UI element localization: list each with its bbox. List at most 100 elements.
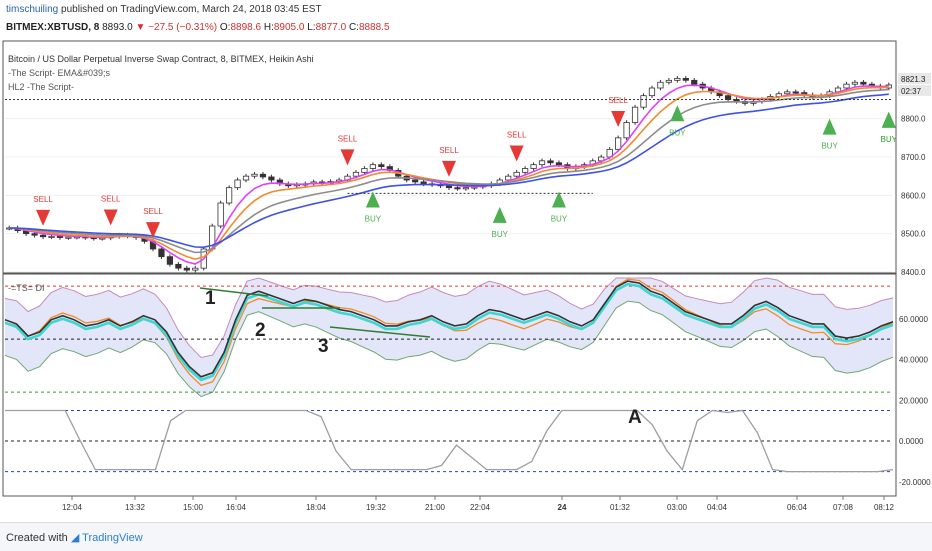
- divergence-line: [329, 326, 431, 338]
- time-tick-label: 07:08: [833, 503, 854, 512]
- candle-body: [242, 175, 250, 181]
- study-ema-label[interactable]: -The Script- EMA&#039;s: [8, 68, 111, 78]
- candle-body: [555, 162, 563, 166]
- annotation-label: 3: [318, 336, 329, 357]
- low-label: L:: [307, 22, 316, 33]
- time-tick-label: 06:04: [787, 503, 808, 512]
- time-tick-label: 13:32: [125, 503, 146, 512]
- buy-arrow-icon: [822, 118, 837, 135]
- candle-body: [631, 106, 639, 123]
- time-tick-label: 12:04: [62, 503, 83, 512]
- candle-body: [378, 164, 385, 167]
- buy-arrow-icon: [365, 191, 380, 208]
- time-tick-label: 04:04: [707, 503, 728, 512]
- osc-tick-label: -20.0000: [899, 478, 931, 487]
- time-tick-label: 22:04: [470, 503, 491, 512]
- last-price: 8893.0: [102, 22, 133, 33]
- candle-body: [598, 156, 605, 162]
- change-value: −27.5 (−0.31%): [148, 22, 218, 33]
- header-bar: timschuiling published on TradingView.co…: [0, 0, 932, 40]
- time-tick-label: 08:12: [874, 503, 895, 512]
- candle-body: [39, 234, 47, 238]
- buy-arrow-icon: [670, 105, 685, 122]
- candle-body: [522, 168, 529, 173]
- time-tick-label: 16:04: [226, 503, 247, 512]
- osc-tick-label: 0.0000: [899, 437, 924, 446]
- osc-band-fill: [5, 278, 893, 397]
- tradingview-brand[interactable]: TradingView: [82, 532, 143, 544]
- high-label: H:: [263, 22, 274, 33]
- low-value: 8877.0: [315, 22, 347, 33]
- price-tick-label: 8400.0: [901, 268, 926, 277]
- buy-label: BUY: [551, 215, 568, 224]
- open-label: O:: [219, 22, 231, 33]
- time-tick-label: 19:32: [366, 503, 387, 512]
- sell-label: SELL: [101, 195, 121, 204]
- author-link[interactable]: timschuiling: [6, 4, 59, 15]
- high-value: 8905.0: [273, 22, 305, 33]
- candle-body: [268, 176, 275, 181]
- candle-body: [48, 235, 55, 238]
- publish-line: timschuiling published on TradingView.co…: [6, 4, 322, 15]
- sell-arrow-icon: [340, 149, 355, 166]
- buy-label: BUY: [821, 142, 838, 151]
- buy-label: BUY: [881, 135, 898, 144]
- sell-arrow-icon: [36, 209, 51, 226]
- time-tick-label: 24: [558, 503, 567, 512]
- candle-body: [56, 235, 64, 238]
- candle-body: [259, 173, 267, 178]
- candle-body: [251, 173, 258, 177]
- osc-upper-band: [4, 277, 894, 359]
- tradingview-logo-icon: ◢: [70, 532, 80, 544]
- sell-label: SELL: [439, 146, 459, 155]
- candle-body: [192, 267, 199, 271]
- time-tick-label: 01:32: [610, 503, 631, 512]
- candle-body: [226, 187, 233, 204]
- sell-label: SELL: [507, 131, 527, 140]
- chart-canvas[interactable]: SELL SELL SELL SELL SELL SELL SELL BUY BUY BUY BUY…: [0, 40, 932, 522]
- candle-body: [691, 79, 698, 85]
- buy-label: BUY: [492, 230, 509, 239]
- candle-body: [657, 81, 664, 89]
- candle-body: [158, 248, 165, 258]
- price-tick-label: 8500.0: [901, 230, 926, 239]
- candle-body: [615, 137, 622, 150]
- price-tick-label: 8700.0: [901, 153, 926, 162]
- annotation-label: 1: [205, 288, 216, 309]
- created-with-text: Created with: [6, 532, 68, 544]
- candle-body: [792, 91, 799, 94]
- candle-body: [217, 202, 224, 227]
- candle-body: [175, 263, 182, 269]
- sell-label: SELL: [33, 195, 53, 204]
- time-tick-label: 03:00: [667, 503, 688, 512]
- candle-body: [412, 179, 419, 183]
- osc-tick-label: 20.0000: [899, 396, 928, 405]
- annotation-label: 2: [255, 320, 266, 341]
- osc-main-line: [4, 280, 894, 378]
- down-arrow-icon: ▼: [135, 22, 146, 33]
- osc-cyan-line: [4, 282, 894, 382]
- sell-arrow-icon: [442, 160, 456, 177]
- candle-body: [538, 160, 546, 166]
- candle-body: [648, 87, 656, 97]
- candle-body: [665, 79, 672, 83]
- candle-body: [682, 78, 689, 81]
- time-tick-label: 21:00: [425, 503, 446, 512]
- candle-body: [445, 185, 453, 189]
- time-tick-label: 15:00: [183, 503, 204, 512]
- oscillator-label[interactable]: -=TS= DI: [8, 283, 45, 293]
- footer-bar: Created with ◢ TradingView: [0, 522, 932, 551]
- osc-lower-gray-line: [5, 409, 894, 473]
- ohlc-line: BITMEX:XBTUSD, 8 8893.0 ▼ −27.5 (−0.31%)…: [6, 22, 390, 33]
- sell-label: SELL: [338, 134, 358, 143]
- sell-label: SELL: [608, 96, 628, 105]
- price-tick-label: 8600.0: [901, 191, 926, 200]
- sell-arrow-icon: [509, 145, 524, 162]
- candle-body: [724, 95, 732, 100]
- countdown-tag-text: 02:37: [901, 87, 922, 96]
- sell-arrow-icon: [103, 209, 118, 226]
- chart-title: Bitcoin / US Dollar Perpetual Inverse Sw…: [8, 54, 314, 64]
- study-hl2-label[interactable]: HL2 -The Script-: [8, 82, 74, 92]
- ema-blue-line: [9, 93, 889, 249]
- annotation-label: A: [628, 407, 642, 428]
